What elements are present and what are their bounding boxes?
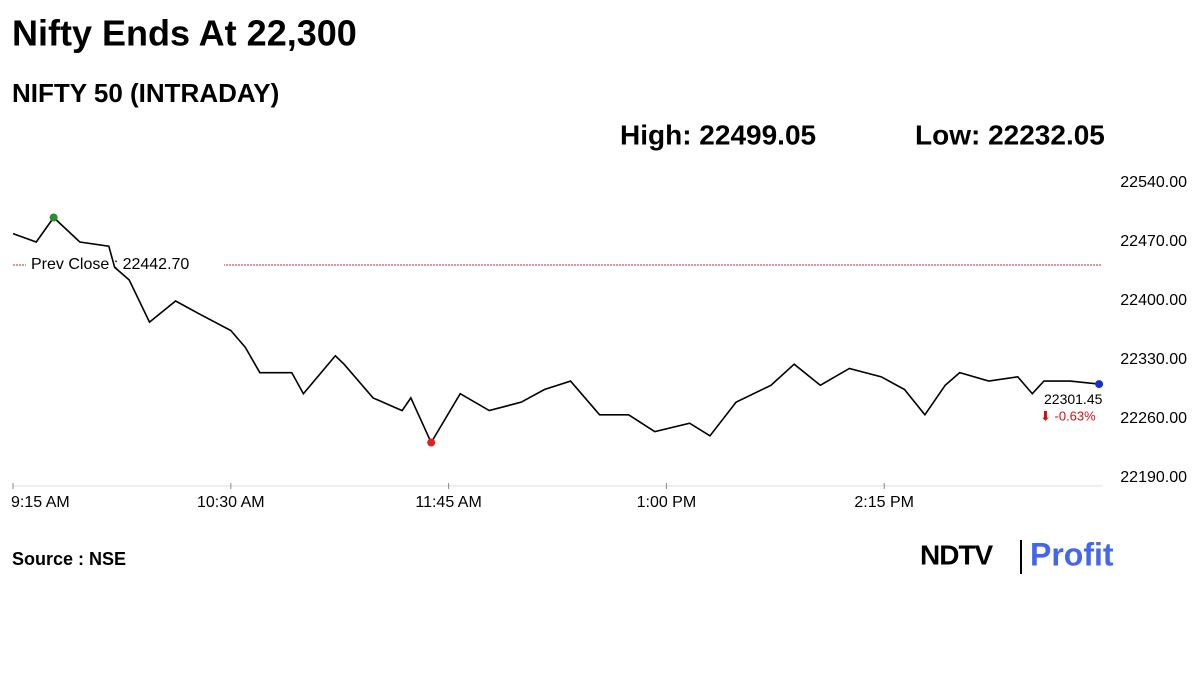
point-marker: [49, 213, 58, 222]
change-label: ⬇ -0.63%: [1040, 409, 1096, 424]
x-tick-label: 10:30 AM: [197, 494, 265, 511]
reference-label: Prev Close : 22442.70: [31, 256, 189, 273]
y-tick-label: 22400.00: [1120, 292, 1187, 309]
x-tick-label: 11:45 AM: [415, 494, 481, 511]
chart-title: Nifty Ends At 22,300: [12, 13, 357, 54]
last-price: 22301.45: [1044, 391, 1103, 407]
y-tick-label: 22540.00: [1120, 174, 1187, 191]
point-marker: [427, 438, 436, 447]
x-tick-label: 2:15 PM: [854, 494, 914, 511]
x-tick-label: 1:00 PM: [637, 494, 697, 511]
price-line: [12, 216, 1100, 445]
y-tick-label: 22190.00: [1120, 469, 1187, 486]
y-tick-label: 22330.00: [1120, 351, 1187, 368]
logo-ndtv: NDTV: [920, 539, 994, 570]
chart-subtitle: NIFTY 50 (INTRADAY): [12, 78, 279, 108]
high-label: High: 22499.05: [620, 119, 816, 150]
y-tick-label: 22260.00: [1120, 410, 1187, 427]
y-tick-label: 22470.00: [1120, 233, 1187, 250]
reference-label-bg: [26, 255, 224, 276]
point-marker: [1095, 380, 1104, 389]
x-tick-label: 9:15 AM: [11, 494, 70, 511]
low-label: Low: 22232.05: [915, 119, 1105, 150]
source: Source : NSE: [12, 549, 126, 569]
logo-profit: Profit: [1030, 536, 1114, 572]
